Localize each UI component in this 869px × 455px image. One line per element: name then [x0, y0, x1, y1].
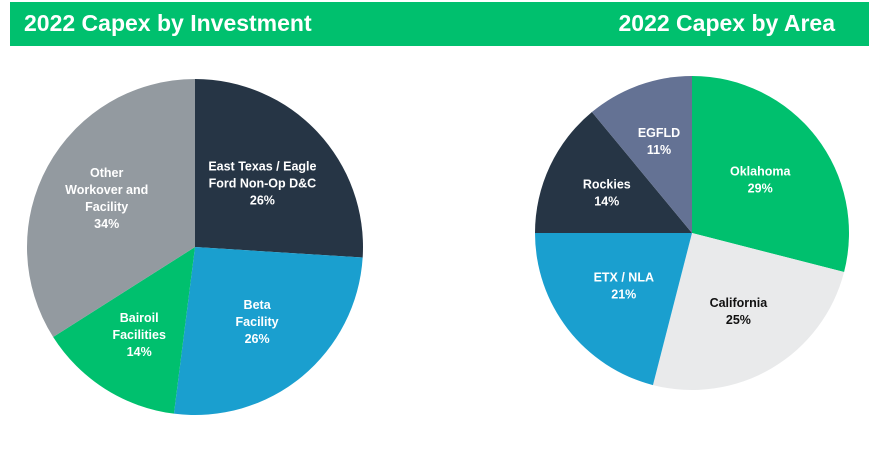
slice-label: Bairoil Facilities 14%: [112, 311, 166, 359]
pie-slice: [173, 247, 363, 416]
slice-name-label: Ford Non-Op D&C: [209, 177, 317, 191]
slice-percent-label: 26%: [250, 194, 275, 208]
slice-name-label: East Texas / Eagle: [208, 160, 316, 174]
slice-name-label: Facilities: [112, 328, 166, 342]
pie-chart-investment: East Texas / Eagle Ford Non-Op D&C 26%Beta…: [26, 78, 364, 416]
slice-label: East Texas / Eagle Ford Non-Op D&C 26%: [208, 160, 316, 208]
pie-slice: [535, 233, 692, 386]
slice-name-label: Facility: [85, 200, 128, 214]
slice-label: Oklahoma 29%: [730, 165, 791, 196]
slice-percent-label: 25%: [726, 313, 751, 327]
slice-label: EGFLD 11%: [638, 126, 680, 157]
slice-label: Beta Facility 26%: [236, 298, 279, 346]
slice-percent-label: 14%: [127, 345, 152, 359]
slice-percent-label: 26%: [245, 332, 270, 346]
pie-slice: [535, 112, 692, 233]
slice-percent-label: 34%: [94, 217, 119, 231]
slice-label: Rockies 14%: [583, 177, 631, 208]
pie-chart-area: Oklahoma 29% California 25% ETX / NLA 21% Rock…: [535, 75, 850, 391]
slice-label: ETX / NLA 21%: [594, 270, 654, 301]
slice-name-label: ETX / NLA: [594, 270, 654, 284]
pie-slice: [195, 79, 364, 258]
slice-percent-label: 21%: [611, 287, 636, 301]
slice-name-label: Oklahoma: [730, 165, 791, 179]
slice-percent-label: 14%: [594, 194, 619, 208]
slice-name-label: Bairoil: [120, 311, 159, 325]
slice-name-label: Facility: [236, 315, 279, 329]
slice-name-label: EGFLD: [638, 126, 680, 140]
slice-name-label: Beta: [244, 298, 272, 312]
slice-name-label: California: [710, 296, 769, 310]
slice-label: Other Workover and Facility 34%: [65, 166, 148, 231]
chart-title-investment: 2022 Capex by Investment: [24, 10, 312, 36]
slice-percent-label: 29%: [748, 182, 773, 196]
slice-name-label: Other: [90, 166, 123, 180]
slice-name-label: Workover and: [65, 183, 148, 197]
pie-slice: [53, 247, 196, 414]
slice-percent-label: 11%: [647, 143, 671, 157]
pie-slice: [26, 78, 195, 338]
pie-slice: [652, 233, 845, 391]
header-bar: 2022 Capex by Investment 2022 Capex by A…: [10, 2, 869, 46]
pie-slice: [591, 75, 692, 233]
slice-label: California 25%: [710, 296, 769, 327]
pie-slice: [692, 76, 850, 273]
slice-name-label: Rockies: [583, 177, 631, 191]
chart-title-area: 2022 Capex by Area: [618, 10, 835, 36]
